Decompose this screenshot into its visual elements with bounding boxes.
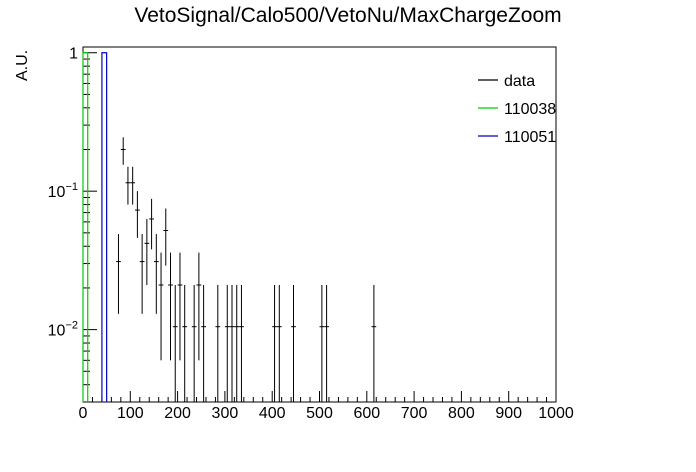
x-tick-label: 100 [117,405,144,422]
data-point [116,234,121,314]
data-point [120,137,126,165]
data-point [324,285,329,402]
data-point [276,285,282,402]
x-tick-label: 300 [212,405,239,422]
data-point [130,166,136,205]
data-point [196,252,202,361]
data-point [239,285,244,402]
y-tick-label: 1 [69,46,78,63]
legend-entry: data [504,73,535,90]
data-point [291,285,296,402]
data-point [163,208,169,266]
x-tick-label: 600 [353,405,380,422]
data-point [177,252,183,361]
chart-title: VetoSignal/Calo500/VetoNu/MaxChargeZoom [134,4,562,27]
data-point [144,218,150,286]
x-tick-label: 1000 [538,405,574,422]
y-tick-label: 10−2 [48,320,78,340]
plot-frame [82,46,557,403]
data-point [215,285,221,402]
x-tick-label: 200 [164,405,191,422]
data-point [168,252,173,361]
data-point [272,285,277,402]
data-point [319,285,325,402]
x-tick-label: 400 [259,405,286,422]
data-point [371,285,377,402]
data-point [172,285,178,402]
histogram-bar-110051 [101,52,108,402]
legend-entry: 110051 [504,129,556,146]
data-point [135,191,140,238]
x-tick-label: 800 [448,405,475,422]
x-tick-label: 0 [79,405,88,422]
data-point [182,285,188,402]
data-point [125,166,131,205]
x-tick-label: 900 [495,405,522,422]
x-tick-label: 500 [306,405,333,422]
data-point [201,285,206,402]
data-point [191,285,197,402]
x-tick-label: 700 [401,405,428,422]
histogram-bar-110038 [82,52,89,402]
data-point [229,285,235,402]
data-point [153,234,159,314]
data-point [139,234,145,314]
data-point [158,252,164,361]
y-tick-label: 10−1 [48,181,78,201]
legend-entry: 110038 [504,101,556,118]
data-point [224,285,230,402]
data-point [149,198,154,250]
data-point [234,285,240,402]
